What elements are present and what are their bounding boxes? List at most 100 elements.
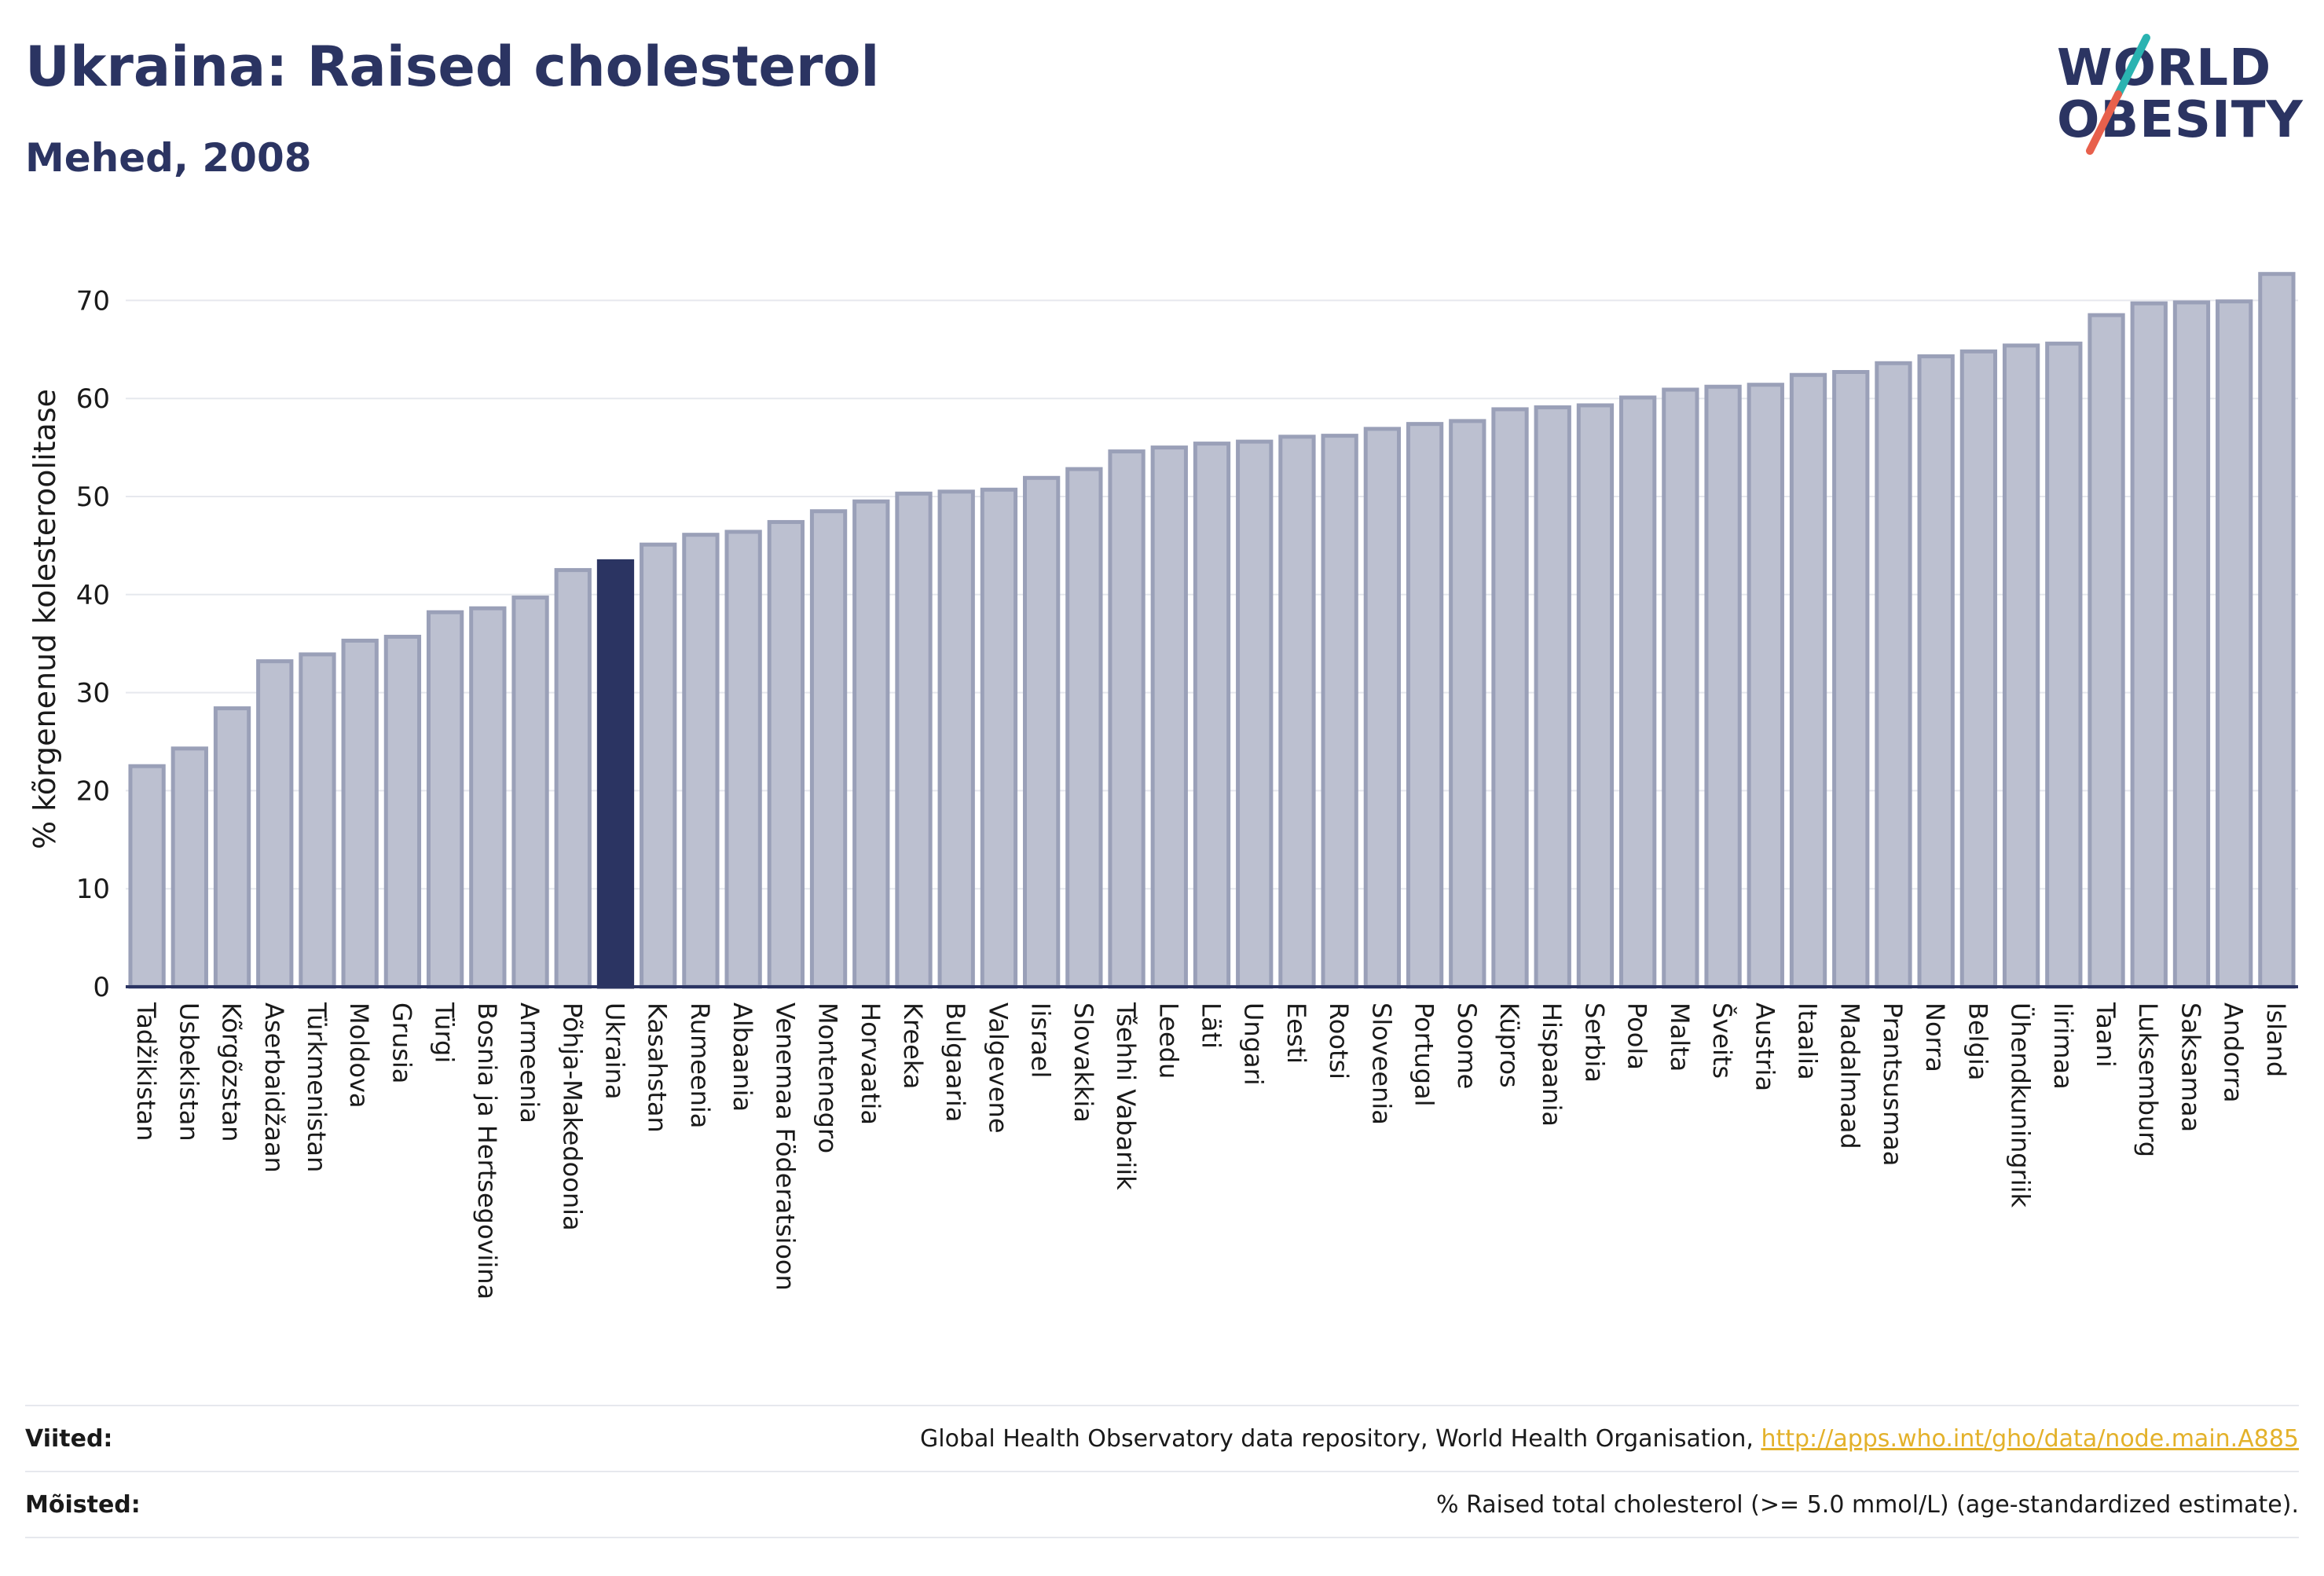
x-tick-label: Albaania xyxy=(728,1002,757,1112)
x-tick-label: Ungari xyxy=(1239,1002,1269,1086)
bar-18 xyxy=(895,491,933,989)
definitions-row: Mõisted: % Raised total cholesterol (>= … xyxy=(25,1471,2299,1538)
bar-7 xyxy=(426,610,464,989)
bar-45 xyxy=(2045,341,2083,989)
bar-33 xyxy=(1534,405,1571,989)
x-tick-label: Sloveenia xyxy=(1366,1002,1396,1125)
world-obesity-logo: WORLD OBESITY xyxy=(2043,34,2310,165)
x-tick-label: Soome xyxy=(1452,1002,1482,1089)
bar-9 xyxy=(511,596,549,989)
x-tick-label: Leedu xyxy=(1153,1002,1183,1079)
x-tick-label: Rumeenia xyxy=(685,1002,715,1128)
x-tick-label: Kreeka xyxy=(898,1002,928,1089)
bar-44 xyxy=(2002,343,2040,989)
bar-chart: 0 10 20 30 40 50 60 70 % kõrgenenud kolesterooli… xyxy=(27,272,2298,1299)
x-tick-label: Hispaania xyxy=(1537,1002,1567,1127)
bar-48 xyxy=(2172,300,2211,989)
x-tick-label: Slovakkia xyxy=(1069,1002,1098,1123)
bar-17 xyxy=(852,499,890,989)
x-tick-label: Iisrael xyxy=(1026,1002,1056,1078)
bar-21 xyxy=(1022,475,1061,989)
x-tick-label: Island xyxy=(2261,1002,2291,1077)
y-tick-label: 50 xyxy=(76,482,110,513)
bar-0 xyxy=(128,764,166,989)
bar-46 xyxy=(2088,313,2125,989)
bar-3 xyxy=(256,659,294,989)
bar-49 xyxy=(2216,299,2253,989)
bar-50 xyxy=(2258,272,2296,989)
logo-slash-icon xyxy=(2086,34,2150,155)
x-tick-label: Armeenia xyxy=(515,1002,544,1123)
references-table: Viited: Global Health Observatory data r… xyxy=(25,1405,2299,1538)
bar-31 xyxy=(1449,419,1486,989)
x-tick-label: Itaalia xyxy=(1793,1002,1823,1080)
x-tick-label: Türgi xyxy=(430,1002,460,1063)
bar-34 xyxy=(1576,403,1615,989)
bar-15 xyxy=(767,519,805,989)
bar-13 xyxy=(682,533,720,989)
y-tick-label: 60 xyxy=(76,383,110,415)
x-tick-label: Luksemburg xyxy=(2133,1002,2163,1157)
x-tick-label: Portugal xyxy=(1409,1002,1439,1107)
x-tick-label: Bosnia ja Hertsegoviina xyxy=(472,1002,502,1299)
x-tick-label: Moldova xyxy=(344,1002,374,1109)
bar-5 xyxy=(341,638,379,989)
sources-link[interactable]: http://apps.who.int/gho/data/node.main.A… xyxy=(1761,1424,2299,1453)
x-tick-label: Tadžikistan xyxy=(131,1002,161,1141)
bar-2 xyxy=(213,706,251,989)
x-tick-label: Kõrgõzstan xyxy=(217,1002,247,1142)
bar-27 xyxy=(1278,434,1316,989)
bar-41 xyxy=(1875,361,1912,989)
x-tick-label: Iirimaa xyxy=(2048,1002,2078,1090)
bar-47 xyxy=(2130,301,2168,989)
definitions-text: % Raised total cholesterol (>= 5.0 mmol/… xyxy=(1436,1490,2299,1519)
bar-25 xyxy=(1193,442,1231,989)
bar-8 xyxy=(469,606,507,989)
x-tick-label: Saksamaa xyxy=(2176,1002,2205,1132)
x-tick-label: Küpros xyxy=(1494,1002,1524,1088)
bar-20 xyxy=(980,487,1018,989)
x-tick-label: Šveits xyxy=(1707,1002,1738,1079)
y-tick-label: 40 xyxy=(76,580,110,611)
x-tick-label: Grusia xyxy=(387,1002,416,1083)
x-tick-label: Valgevene xyxy=(983,1002,1013,1134)
x-tick-label: Malta xyxy=(1665,1002,1695,1072)
x-tick-label: Taani xyxy=(2091,1002,2121,1068)
bar-22 xyxy=(1065,467,1103,989)
x-tick-label: Läti xyxy=(1197,1002,1226,1049)
x-tick-label: Türkmenistan xyxy=(302,1002,332,1172)
x-tick-label: Madalmaad xyxy=(1835,1002,1865,1149)
y-tick-label: 20 xyxy=(76,775,110,807)
chart-title: Ukraina: Raised cholesterol xyxy=(25,35,880,99)
bar-23 xyxy=(1108,449,1146,989)
y-tick-label: 0 xyxy=(93,972,110,1003)
bar-19 xyxy=(937,489,975,989)
x-tick-label: Montenegro xyxy=(813,1002,843,1153)
x-tick-label: Belgia xyxy=(1963,1002,1992,1080)
bar-30 xyxy=(1406,422,1444,989)
x-tick-label: Austria xyxy=(1750,1002,1780,1091)
bar-32 xyxy=(1491,407,1529,989)
bar-10 xyxy=(554,568,592,989)
sources-text-wrap: Global Health Observatory data repositor… xyxy=(920,1425,2299,1453)
x-tick-label: Horvaatia xyxy=(856,1002,885,1125)
bar-42 xyxy=(1917,354,1955,989)
y-tick-label: 10 xyxy=(76,874,110,905)
bar-38 xyxy=(1747,383,1784,989)
x-tick-label: Usbekistan xyxy=(174,1002,203,1142)
bar-40 xyxy=(1832,370,1870,989)
sources-label: Viited: xyxy=(25,1424,113,1453)
x-tick-label: Andorra xyxy=(2219,1002,2249,1102)
x-tick-label: Tšehhi Vabariik xyxy=(1111,1002,1141,1190)
x-tick-label: Prantsusmaa xyxy=(1878,1002,1908,1166)
bar-28 xyxy=(1321,434,1358,989)
bar-36 xyxy=(1662,387,1699,989)
x-tick-label: Ühendkuningriik xyxy=(2006,1002,2036,1208)
sources-row: Viited: Global Health Observatory data r… xyxy=(25,1405,2299,1471)
x-tick-label: Põhja-Makedoonia xyxy=(557,1002,587,1231)
x-tick-label: Ukraina xyxy=(599,1002,629,1100)
bar-16 xyxy=(809,509,848,989)
x-tick-label: Poola xyxy=(1622,1002,1652,1070)
bar-14 xyxy=(724,530,762,989)
bar-26 xyxy=(1236,439,1274,989)
